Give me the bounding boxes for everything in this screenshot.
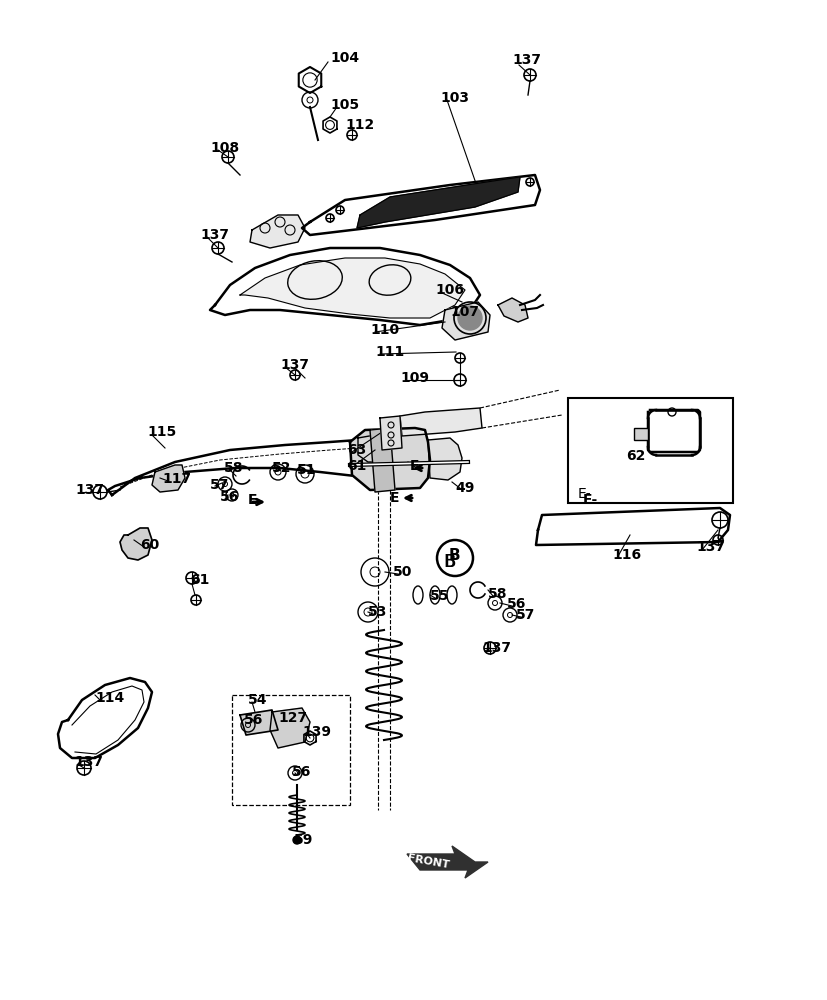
Text: 103: 103	[439, 91, 468, 105]
Text: 137: 137	[481, 641, 510, 655]
Text: 137: 137	[74, 755, 103, 769]
Text: 61: 61	[347, 459, 366, 473]
Text: 111: 111	[375, 345, 404, 359]
Text: 52: 52	[272, 461, 291, 475]
Text: 108: 108	[210, 141, 239, 155]
Polygon shape	[58, 678, 152, 758]
Polygon shape	[323, 117, 337, 133]
Text: 56: 56	[244, 713, 263, 727]
Text: 51: 51	[297, 463, 316, 477]
Text: 49: 49	[455, 481, 474, 495]
Text: 115: 115	[147, 425, 176, 439]
Text: 61: 61	[189, 573, 209, 587]
Text: 112: 112	[345, 118, 374, 132]
Circle shape	[457, 306, 481, 330]
Text: E: E	[409, 459, 419, 473]
Polygon shape	[497, 298, 528, 322]
Polygon shape	[240, 710, 278, 735]
Polygon shape	[250, 215, 304, 248]
Text: 137: 137	[511, 53, 540, 67]
Text: 59: 59	[294, 833, 313, 847]
Text: 104: 104	[330, 51, 359, 65]
Polygon shape	[350, 428, 429, 490]
Bar	[633, 428, 648, 440]
Text: 56: 56	[220, 490, 239, 504]
Text: B: B	[444, 553, 455, 571]
Text: 139: 139	[302, 725, 331, 739]
Polygon shape	[442, 302, 490, 340]
Polygon shape	[210, 248, 480, 325]
Text: E: E	[390, 491, 399, 505]
Text: 137: 137	[696, 540, 724, 554]
Polygon shape	[370, 428, 394, 492]
Text: 110: 110	[370, 323, 399, 337]
Text: 105: 105	[330, 98, 359, 112]
Text: 58: 58	[487, 587, 507, 601]
Text: 54: 54	[248, 693, 267, 707]
Polygon shape	[108, 440, 367, 495]
Polygon shape	[152, 465, 184, 492]
Text: 137: 137	[200, 228, 229, 242]
Circle shape	[293, 836, 301, 844]
Polygon shape	[399, 408, 481, 436]
Bar	[567, 398, 732, 503]
Text: 114: 114	[95, 691, 124, 705]
Polygon shape	[357, 435, 388, 462]
Text: 56: 56	[292, 765, 311, 779]
Polygon shape	[302, 175, 539, 235]
Polygon shape	[120, 528, 152, 560]
Ellipse shape	[413, 586, 423, 604]
Text: FRONT: FRONT	[406, 853, 449, 871]
Text: 60: 60	[140, 538, 159, 552]
Text: E: E	[248, 493, 257, 507]
Polygon shape	[299, 67, 321, 93]
Ellipse shape	[429, 586, 439, 604]
Text: B: B	[442, 553, 454, 571]
Text: 116: 116	[611, 548, 640, 562]
Text: 58: 58	[224, 461, 243, 475]
Text: 137: 137	[280, 358, 308, 372]
Text: B: B	[448, 548, 460, 564]
Text: 137: 137	[75, 483, 104, 497]
Text: 55: 55	[429, 589, 449, 603]
Text: 57: 57	[515, 608, 535, 622]
Polygon shape	[407, 846, 487, 878]
Bar	[232, 695, 350, 805]
Text: 62: 62	[625, 449, 644, 463]
Polygon shape	[428, 438, 461, 480]
Text: 107: 107	[449, 305, 479, 319]
Text: 53: 53	[367, 605, 387, 619]
Polygon shape	[304, 731, 316, 745]
Polygon shape	[270, 708, 309, 748]
Text: 109: 109	[399, 371, 428, 385]
Text: 56: 56	[506, 597, 526, 611]
Text: 117: 117	[162, 472, 191, 486]
Polygon shape	[240, 258, 465, 318]
Ellipse shape	[447, 586, 457, 604]
Text: 57: 57	[210, 478, 229, 492]
Polygon shape	[535, 508, 729, 545]
Text: 63: 63	[347, 443, 366, 457]
Polygon shape	[356, 177, 519, 228]
Text: E-: E-	[582, 493, 598, 507]
Polygon shape	[380, 416, 402, 450]
Text: 50: 50	[393, 565, 412, 579]
Text: 127: 127	[278, 711, 307, 725]
Text: 106: 106	[434, 283, 463, 297]
Text: E-: E-	[577, 487, 591, 501]
